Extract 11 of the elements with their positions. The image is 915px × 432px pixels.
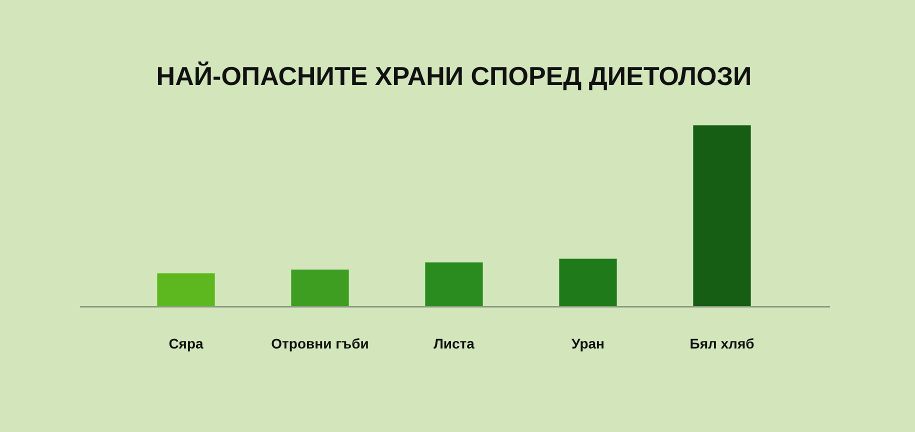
bar <box>425 262 483 306</box>
x-tick-label: Листа <box>434 335 475 352</box>
x-tick-label: Бял хляб <box>690 335 755 352</box>
chart-title: НАЙ-ОПАСНИТЕ ХРАНИ СПОРЕД ДИЕТОЛОЗИ <box>156 60 752 91</box>
bar <box>291 270 349 306</box>
bar <box>157 273 215 306</box>
bar <box>693 125 751 306</box>
x-tick-label: Сяра <box>168 335 204 352</box>
x-tick-label: Отровни гъби <box>271 335 369 352</box>
x-tick-label: Уран <box>572 335 604 352</box>
bar <box>559 258 617 306</box>
